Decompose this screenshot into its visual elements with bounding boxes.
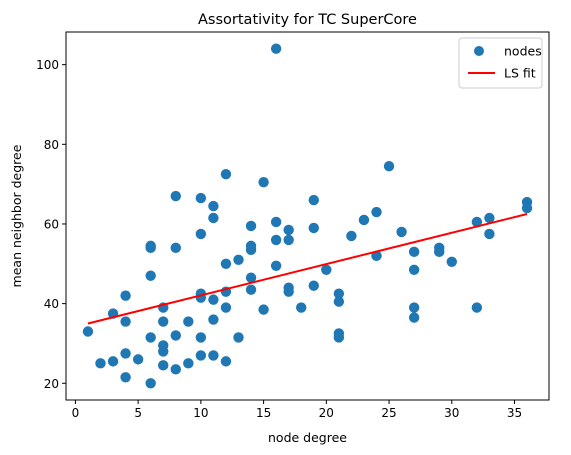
data-point — [221, 302, 231, 312]
x-tick-label: 30 — [444, 406, 459, 420]
data-point — [283, 235, 293, 245]
y-tick-label: 40 — [44, 297, 59, 311]
data-point — [246, 221, 256, 231]
data-point — [221, 259, 231, 269]
data-point — [83, 326, 93, 336]
data-point — [271, 261, 281, 271]
data-point — [434, 247, 444, 257]
data-point — [309, 195, 319, 205]
x-tick-label: 0 — [72, 406, 80, 420]
data-point — [196, 229, 206, 239]
data-point — [472, 302, 482, 312]
data-point — [120, 372, 130, 382]
data-point — [171, 191, 181, 201]
data-point — [171, 364, 181, 374]
data-point — [321, 265, 331, 275]
data-point — [145, 378, 155, 388]
y-axis-label: mean neighbor degree — [9, 144, 24, 287]
data-point — [409, 247, 419, 257]
data-point — [196, 350, 206, 360]
chart-title: Assortativity for TC SuperCore — [198, 12, 417, 28]
data-point — [309, 280, 319, 290]
x-tick-label: 15 — [256, 406, 271, 420]
data-point — [196, 332, 206, 342]
x-tick-label: 10 — [193, 406, 208, 420]
data-point — [522, 203, 532, 213]
plot-marks — [83, 44, 532, 389]
data-point — [196, 193, 206, 203]
data-point — [484, 229, 494, 239]
data-point — [183, 358, 193, 368]
data-point — [145, 271, 155, 281]
x-tick-label: 5 — [134, 406, 142, 420]
data-point — [171, 243, 181, 253]
y-tick-label: 60 — [44, 217, 59, 231]
data-point — [145, 243, 155, 253]
data-point — [283, 286, 293, 296]
data-point — [208, 350, 218, 360]
data-point — [208, 213, 218, 223]
data-point — [447, 257, 457, 267]
data-point — [145, 332, 155, 342]
legend-nodes-label: nodes — [504, 44, 542, 59]
data-point — [158, 360, 168, 370]
data-point — [334, 296, 344, 306]
data-point — [334, 332, 344, 342]
x-axis-label: node degree — [268, 430, 347, 445]
data-point — [346, 231, 356, 241]
data-point — [208, 201, 218, 211]
data-point — [158, 346, 168, 356]
data-point — [133, 354, 143, 364]
data-point — [271, 235, 281, 245]
data-point — [233, 332, 243, 342]
ls-fit-line — [88, 214, 527, 324]
data-point — [409, 265, 419, 275]
legend: nodes LS fit — [459, 38, 542, 88]
data-point — [183, 316, 193, 326]
y-tick-label: 20 — [44, 377, 59, 391]
data-point — [258, 177, 268, 187]
y-tick-label: 100 — [36, 58, 59, 72]
data-point — [396, 227, 406, 237]
legend-fit-label: LS fit — [504, 66, 536, 81]
data-point — [296, 302, 306, 312]
data-point — [271, 44, 281, 54]
x-tick-label: 20 — [319, 406, 334, 420]
data-point — [246, 284, 256, 294]
legend-nodes-marker — [474, 46, 484, 56]
data-point — [409, 312, 419, 322]
x-tick-label: 35 — [507, 406, 522, 420]
data-point — [108, 356, 118, 366]
data-point — [208, 314, 218, 324]
data-point — [359, 215, 369, 225]
data-point — [409, 302, 419, 312]
data-point — [309, 223, 319, 233]
data-point — [371, 207, 381, 217]
data-point — [271, 217, 281, 227]
data-point — [208, 294, 218, 304]
data-point — [384, 161, 394, 171]
data-point — [158, 316, 168, 326]
data-point — [233, 255, 243, 265]
data-point — [221, 169, 231, 179]
data-point — [246, 245, 256, 255]
data-point — [221, 356, 231, 366]
y-axis: 20 40 60 80 100 — [36, 58, 66, 391]
x-tick-label: 25 — [381, 406, 396, 420]
data-point — [258, 304, 268, 314]
data-point — [120, 316, 130, 326]
data-point — [120, 348, 130, 358]
data-point — [283, 225, 293, 235]
x-axis: 0 5 10 15 20 25 30 35 — [72, 400, 523, 420]
data-point — [171, 330, 181, 340]
data-point — [95, 358, 105, 368]
data-point — [120, 290, 130, 300]
y-tick-label: 80 — [44, 138, 59, 152]
